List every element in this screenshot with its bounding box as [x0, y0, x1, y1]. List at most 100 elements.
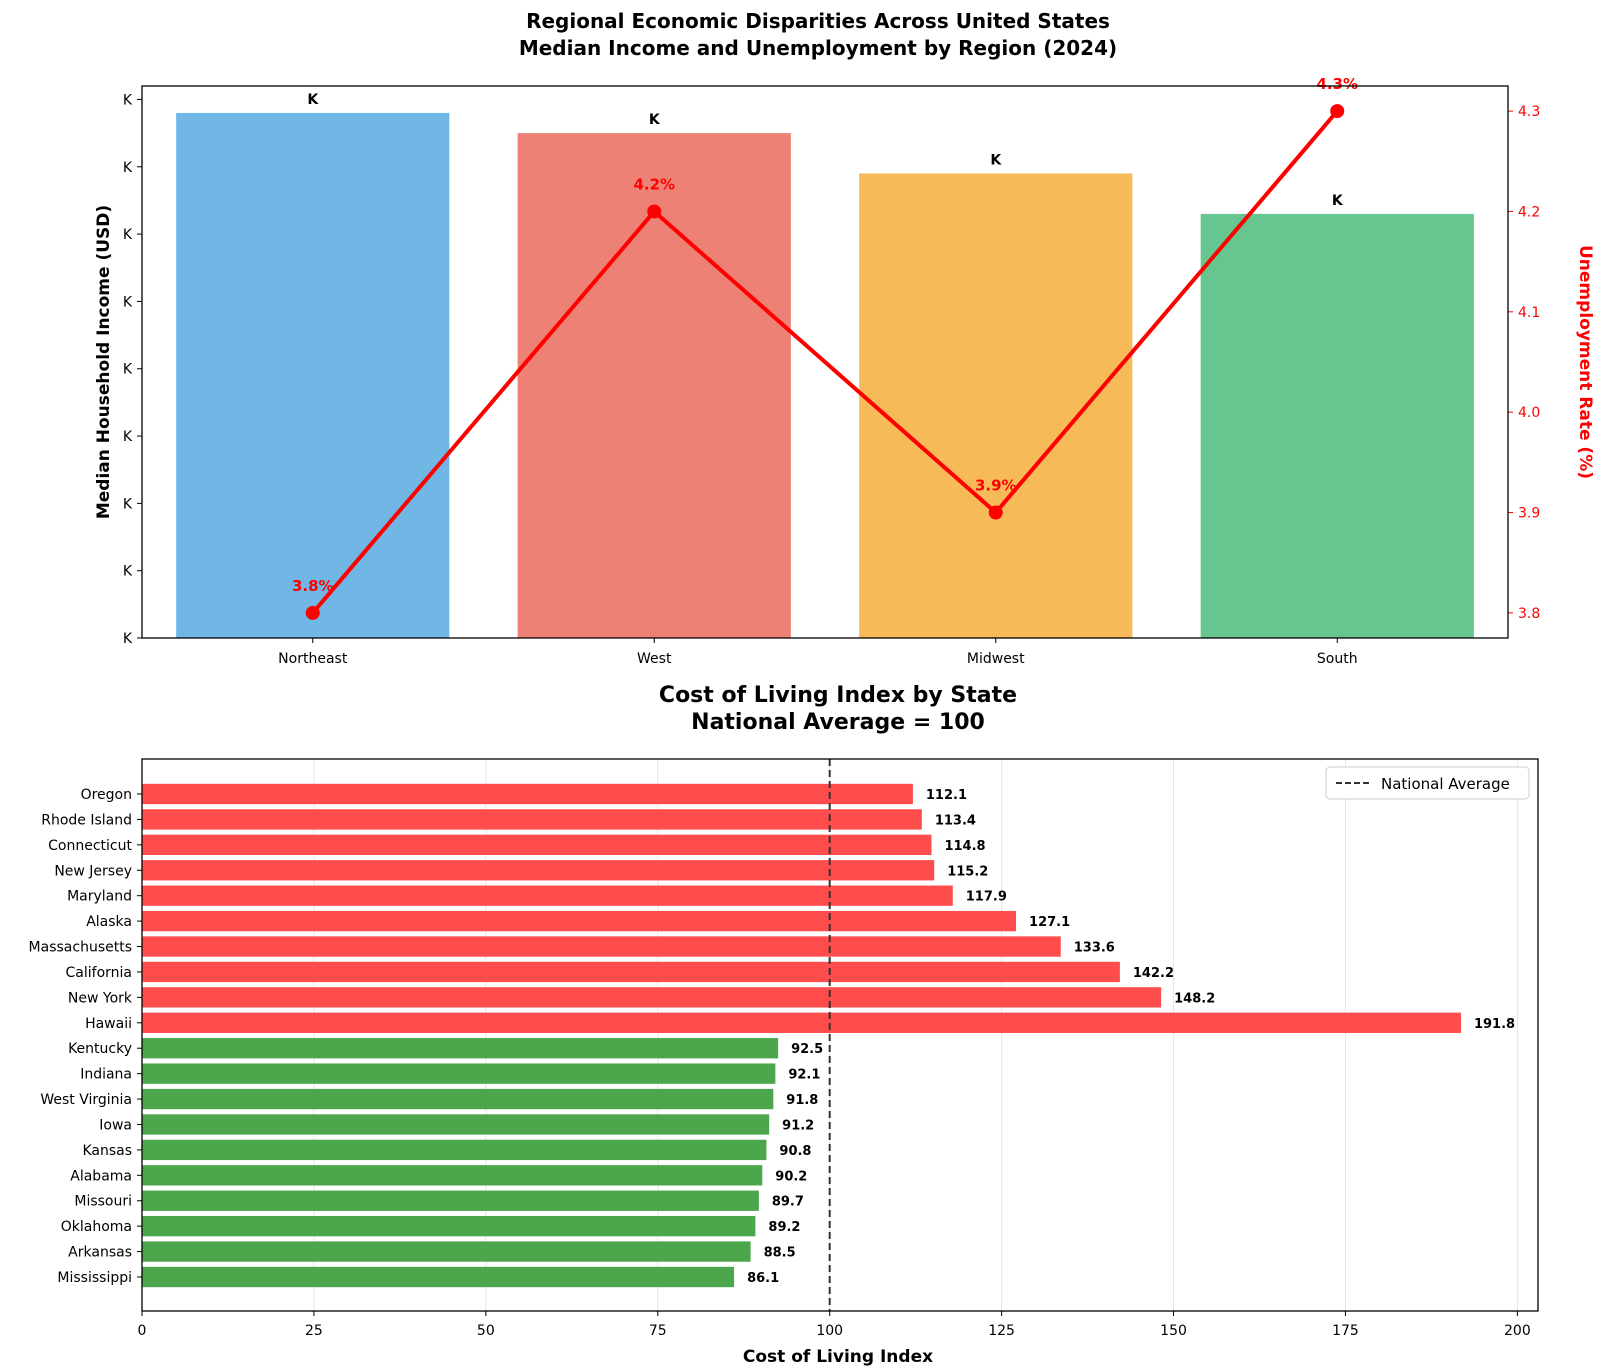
- income-bar-label: K: [990, 153, 1002, 169]
- chart1-frame: [141, 85, 1509, 639]
- state-tick-label: Massachusetts: [29, 940, 132, 956]
- state-bar-new-jersey: [142, 860, 935, 881]
- state-value-label: 142.2: [1133, 966, 1174, 981]
- state-value-label: 88.5: [764, 1246, 796, 1261]
- income-tick-label: K: [123, 160, 133, 176]
- state-bar-california: [142, 961, 1120, 983]
- state-value-label: 90.8: [779, 1144, 811, 1159]
- state-tick-label: New York: [68, 990, 133, 1006]
- unemployment-data-label: 3.8%: [292, 577, 334, 595]
- x-tick-label: 75: [649, 1323, 667, 1339]
- state-tick-label: Oregon: [81, 787, 132, 803]
- category-tick-label: Northeast: [278, 651, 348, 667]
- state-value-label: 191.8: [1474, 1017, 1515, 1032]
- state-tick-label: Rhode Island: [41, 812, 132, 828]
- x-tick-label: 50: [477, 1323, 495, 1339]
- state-bar-oregon: [142, 783, 913, 805]
- chart2-x-axis-label: Cost of Living Index: [743, 1347, 933, 1367]
- state-bar-new-york: [142, 987, 1162, 1008]
- state-tick-label: Oklahoma: [61, 1219, 132, 1235]
- income-tick-label: K: [123, 429, 133, 445]
- state-value-label: 89.2: [768, 1220, 800, 1235]
- state-bar-kentucky: [142, 1038, 779, 1059]
- state-value-label: 133.6: [1074, 941, 1115, 956]
- state-bar-indiana: [142, 1063, 776, 1084]
- income-tick-label: K: [123, 496, 133, 512]
- unemployment-data-label: 3.9%: [975, 477, 1017, 495]
- unemployment-tick-label: 3.8: [1518, 606, 1540, 622]
- income-tick-label: K: [123, 294, 133, 310]
- chart2-bars: [142, 783, 1461, 1288]
- income-bar-label: K: [1332, 193, 1344, 209]
- legend-box: [1325, 766, 1530, 800]
- state-tick-label: Connecticut: [48, 838, 132, 854]
- chart2-index-axis: 0 25 50 75 100 125 150 175 200: [138, 1311, 1531, 1339]
- state-tick-label: Iowa: [99, 1117, 132, 1133]
- unemployment-line: 3.8% 4.2% 3.9% 4.3%: [292, 75, 1358, 620]
- unemployment-data-label: 4.3%: [1316, 75, 1358, 93]
- state-value-label: 148.2: [1174, 991, 1215, 1006]
- state-bar-kansas: [142, 1139, 767, 1161]
- chart2-state-axis: Oregon Rhode Island Connecticut New Jersey M…: [29, 787, 142, 1286]
- income-bar-label: K: [307, 92, 319, 108]
- state-tick-label: New Jersey: [54, 863, 132, 879]
- income-tick-label: K: [123, 362, 133, 378]
- state-tick-label: Arkansas: [68, 1245, 132, 1261]
- chart1-y2-axis-label: Unemployment Rate (%): [1575, 245, 1595, 479]
- state-value-label: 92.1: [788, 1068, 820, 1083]
- state-bar-connecticut: [142, 834, 932, 856]
- state-bar-rhode-island: [142, 809, 922, 830]
- unemployment-point-midwest: [988, 505, 1003, 520]
- x-tick-label: 175: [1332, 1323, 1359, 1339]
- unemployment-point-northeast: [305, 605, 320, 620]
- income-bar-northeast: [176, 112, 450, 639]
- state-tick-label: Missouri: [74, 1194, 132, 1210]
- state-bar-iowa: [142, 1114, 770, 1135]
- chart1-income-axis: K K K K K K K K K: [123, 92, 142, 647]
- unemployment-data-label: 4.2%: [633, 175, 675, 193]
- income-tick-label: K: [123, 92, 133, 108]
- state-bar-alaska: [142, 910, 1017, 932]
- state-tick-label: Hawaii: [85, 1016, 132, 1032]
- state-value-label: 91.8: [786, 1093, 818, 1108]
- state-bar-arkansas: [142, 1241, 751, 1262]
- state-value-label: 115.2: [947, 864, 988, 879]
- state-tick-label: Kentucky: [68, 1041, 132, 1057]
- x-tick-label: 200: [1504, 1323, 1531, 1339]
- unemployment-tick-label: 3.9: [1518, 506, 1540, 522]
- unemployment-tick-label: 4.3: [1518, 104, 1540, 120]
- chart1-title-line1: Regional Economic Disparities Across Uni…: [526, 9, 1110, 33]
- unemployment-tick-label: 4.0: [1518, 405, 1540, 421]
- unemployment-tick-label: 4.2: [1518, 204, 1540, 220]
- state-tick-label: California: [66, 965, 132, 981]
- chart2-title-line2: National Average = 100: [691, 710, 985, 735]
- state-tick-label: Mississippi: [57, 1270, 132, 1286]
- state-bar-alabama: [142, 1165, 763, 1186]
- income-tick-label: K: [123, 564, 133, 580]
- state-value-label: 86.1: [747, 1271, 779, 1286]
- state-value-label: 89.7: [772, 1195, 804, 1210]
- state-tick-label: Maryland: [67, 889, 132, 905]
- state-tick-label: Indiana: [80, 1067, 132, 1083]
- state-value-label: 114.8: [944, 839, 985, 854]
- category-tick-label: Midwest: [967, 651, 1025, 667]
- state-value-label: 113.4: [935, 813, 976, 828]
- state-bar-west-virginia: [142, 1088, 774, 1110]
- income-tick-label: K: [123, 631, 133, 647]
- unemployment-point-south: [1330, 104, 1345, 119]
- chart1-unemployment-axis: 3.8 3.9 4.0 4.1 4.2 4.3: [1508, 104, 1540, 622]
- state-bar-hawaii: [142, 1012, 1461, 1033]
- chart2-legend: National Average: [1325, 766, 1530, 800]
- state-value-label: 92.5: [791, 1042, 823, 1057]
- state-value-label: 117.9: [966, 890, 1007, 905]
- chart1-title-line2: Median Income and Unemployment by Region…: [519, 36, 1117, 60]
- state-tick-label: Kansas: [82, 1143, 132, 1159]
- income-bar-label: K: [649, 112, 661, 128]
- x-tick-label: 25: [305, 1323, 323, 1339]
- state-value-label: 112.1: [926, 788, 967, 803]
- state-tick-label: Alaska: [86, 914, 132, 930]
- category-tick-label: West: [637, 651, 672, 667]
- state-value-label: 127.1: [1029, 915, 1070, 930]
- state-bar-missouri: [142, 1190, 759, 1211]
